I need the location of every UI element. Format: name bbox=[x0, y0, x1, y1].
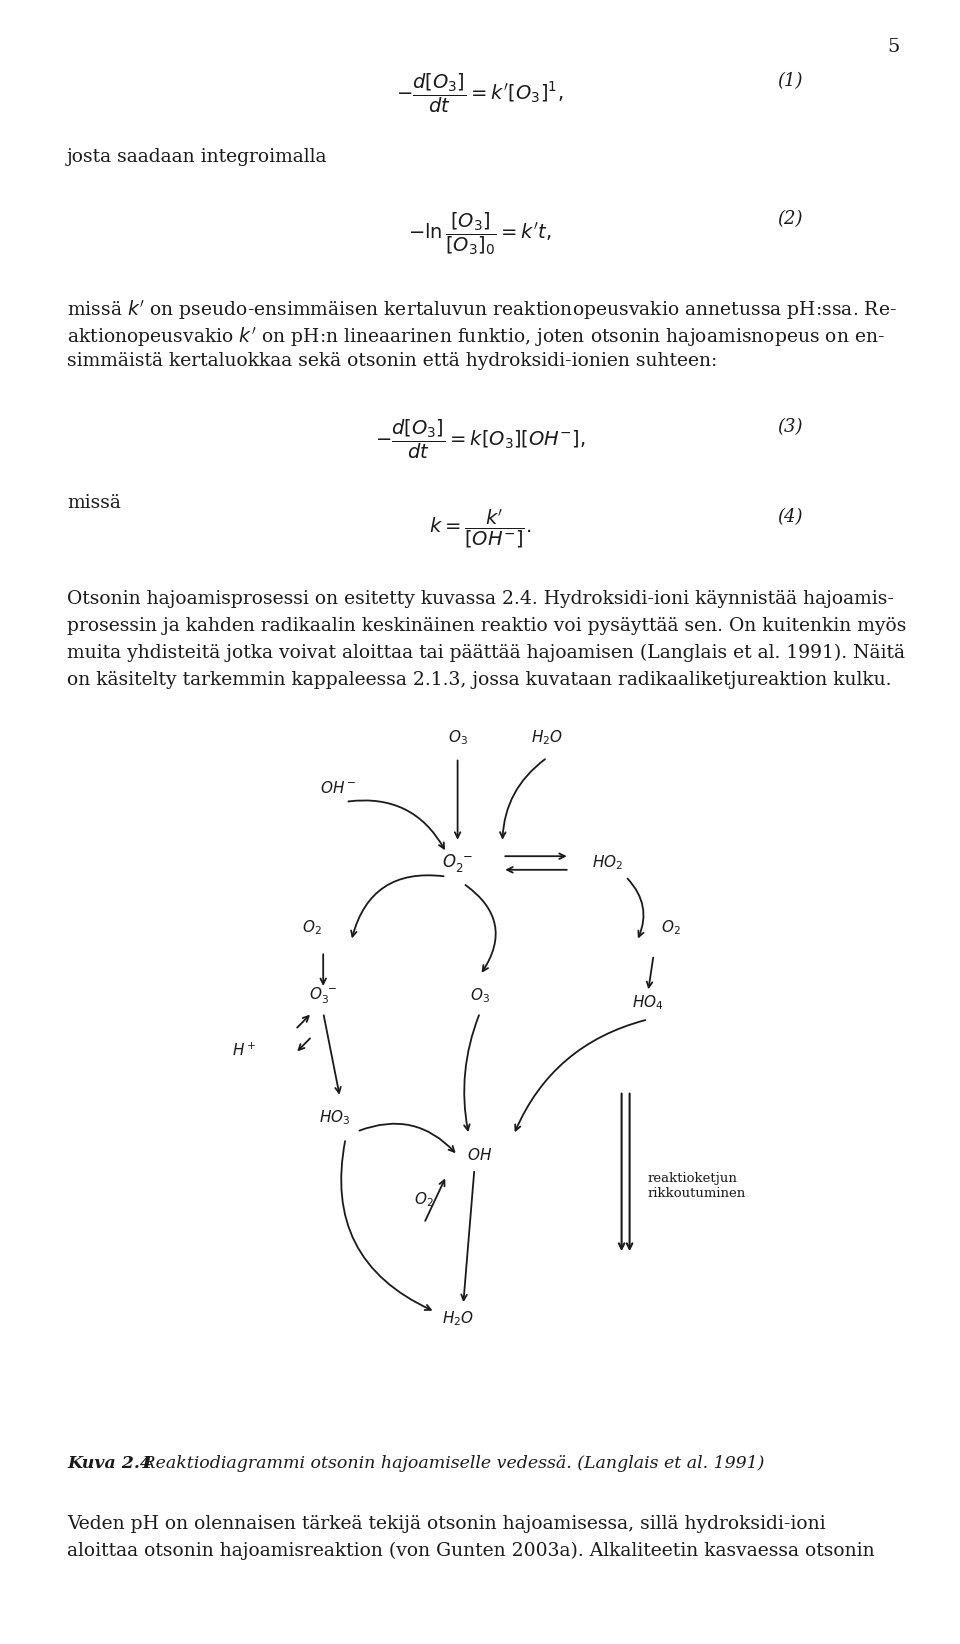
Text: Veden pH on olennaisen tärkeä tekijä otsonin hajoamisessa, sillä hydroksidi-ioni: Veden pH on olennaisen tärkeä tekijä ots… bbox=[67, 1516, 826, 1532]
Text: (3): (3) bbox=[778, 418, 803, 436]
Text: $O_2$: $O_2$ bbox=[660, 919, 681, 937]
Text: simmäistä kertaluokkaa sekä otsonin että hydroksidi-ionien suhteen:: simmäistä kertaluokkaa sekä otsonin että… bbox=[67, 352, 717, 370]
Text: reaktioketjun
rikkoutuminen: reaktioketjun rikkoutuminen bbox=[648, 1172, 746, 1200]
Text: (1): (1) bbox=[778, 72, 803, 90]
Text: $OH^-$: $OH^-$ bbox=[321, 781, 357, 796]
Text: $OH$: $OH$ bbox=[468, 1148, 492, 1164]
Text: missä: missä bbox=[67, 493, 121, 511]
Text: aloittaa otsonin hajoamisreaktion (von Gunten 2003a). Alkaliteetin kasvaessa ots: aloittaa otsonin hajoamisreaktion (von G… bbox=[67, 1542, 875, 1560]
Text: $-\dfrac{d[O_3]}{dt} = k'[O_3]^1,$: $-\dfrac{d[O_3]}{dt} = k'[O_3]^1,$ bbox=[396, 72, 564, 115]
Text: $H_2O$: $H_2O$ bbox=[531, 728, 564, 746]
Text: $-\ln\dfrac{[O_3]}{[O_3]_0} = k't,$: $-\ln\dfrac{[O_3]}{[O_3]_0} = k't,$ bbox=[408, 210, 552, 256]
Text: $H^+$: $H^+$ bbox=[231, 1041, 256, 1059]
Text: muita yhdisteitä jotka voivat aloittaa tai päättää hajoamisen (Langlais et al. 1: muita yhdisteitä jotka voivat aloittaa t… bbox=[67, 644, 905, 663]
Text: $HO_2$: $HO_2$ bbox=[592, 853, 623, 873]
Text: $O_3^{\ -}$: $O_3^{\ -}$ bbox=[309, 985, 338, 1006]
Text: $HO_3$: $HO_3$ bbox=[319, 1108, 350, 1128]
Text: (4): (4) bbox=[778, 508, 803, 526]
Text: $O_2$: $O_2$ bbox=[414, 1190, 434, 1208]
Text: $O_2^{\ -}$: $O_2^{\ -}$ bbox=[443, 852, 473, 875]
Text: aktionopeusvakio $k'$ on pH:n lineaarinen funktio, joten otsonin hajoamisnopeus : aktionopeusvakio $k'$ on pH:n lineaarine… bbox=[67, 326, 885, 349]
Text: $O_3$: $O_3$ bbox=[470, 986, 490, 1004]
Text: Kuva 2.4: Kuva 2.4 bbox=[67, 1455, 152, 1471]
Text: (2): (2) bbox=[778, 210, 803, 229]
Text: $H_2O$: $H_2O$ bbox=[442, 1309, 473, 1328]
Text: $HO_4$: $HO_4$ bbox=[633, 993, 663, 1011]
Text: $-\dfrac{d[O_3]}{dt} = k[O_3][OH^{-}],$: $-\dfrac{d[O_3]}{dt} = k[O_3][OH^{-}],$ bbox=[374, 418, 586, 462]
Text: $O_2$: $O_2$ bbox=[302, 919, 322, 937]
Text: 5: 5 bbox=[888, 38, 900, 56]
Text: josta saadaan integroimalla: josta saadaan integroimalla bbox=[67, 148, 327, 166]
Text: on käsitelty tarkemmin kappaleessa 2.1.3, jossa kuvataan radikaaliketjureaktion : on käsitelty tarkemmin kappaleessa 2.1.3… bbox=[67, 671, 892, 689]
Text: $O_3$: $O_3$ bbox=[447, 728, 468, 746]
Text: missä $k'$ on pseudo-ensimmäisen kertaluvun reaktionopeusvakio annetussa pH:ssa.: missä $k'$ on pseudo-ensimmäisen kertalu… bbox=[67, 298, 897, 322]
Text: prosessin ja kahden radikaalin keskinäinen reaktio voi pysäyttää sen. On kuitenk: prosessin ja kahden radikaalin keskinäin… bbox=[67, 616, 906, 635]
Text: $k = \dfrac{k'}{[OH^{-}]}.$: $k = \dfrac{k'}{[OH^{-}]}.$ bbox=[429, 508, 531, 551]
Text: Otsonin hajoamisprosessi on esitetty kuvassa 2.4. Hydroksidi-ioni käynnistää haj: Otsonin hajoamisprosessi on esitetty kuv… bbox=[67, 590, 894, 608]
Text: Reaktiodiagrammi otsonin hajoamiselle vedessä. (Langlais et al. 1991): Reaktiodiagrammi otsonin hajoamiselle ve… bbox=[137, 1455, 764, 1471]
